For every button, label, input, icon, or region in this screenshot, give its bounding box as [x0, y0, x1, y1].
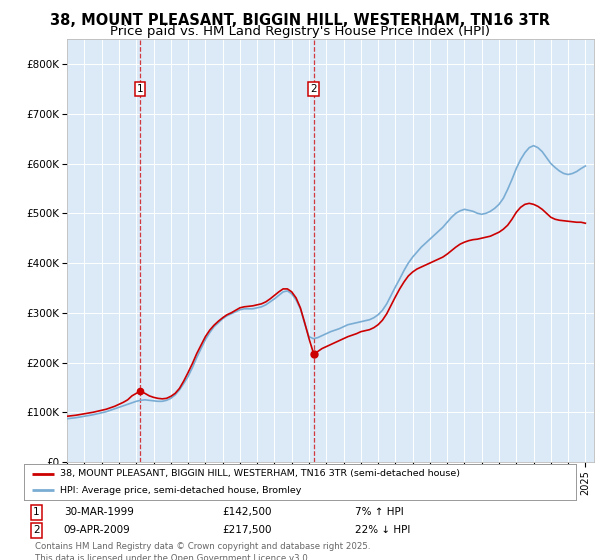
- Text: 09-APR-2009: 09-APR-2009: [64, 525, 130, 535]
- Text: Price paid vs. HM Land Registry's House Price Index (HPI): Price paid vs. HM Land Registry's House …: [110, 25, 490, 38]
- Text: HPI: Average price, semi-detached house, Bromley: HPI: Average price, semi-detached house,…: [60, 486, 301, 494]
- Text: 1: 1: [33, 507, 40, 517]
- Text: 30-MAR-1999: 30-MAR-1999: [64, 507, 134, 517]
- Text: 38, MOUNT PLEASANT, BIGGIN HILL, WESTERHAM, TN16 3TR (semi-detached house): 38, MOUNT PLEASANT, BIGGIN HILL, WESTERH…: [60, 469, 460, 478]
- Text: 1: 1: [137, 84, 143, 94]
- Text: Contains HM Land Registry data © Crown copyright and database right 2025.
This d: Contains HM Land Registry data © Crown c…: [35, 542, 371, 560]
- Text: 38, MOUNT PLEASANT, BIGGIN HILL, WESTERHAM, TN16 3TR: 38, MOUNT PLEASANT, BIGGIN HILL, WESTERH…: [50, 13, 550, 27]
- Text: 22% ↓ HPI: 22% ↓ HPI: [355, 525, 410, 535]
- Text: £142,500: £142,500: [223, 507, 272, 517]
- Text: £217,500: £217,500: [223, 525, 272, 535]
- Text: 2: 2: [310, 84, 317, 94]
- Text: 7% ↑ HPI: 7% ↑ HPI: [355, 507, 404, 517]
- Text: 2: 2: [33, 525, 40, 535]
